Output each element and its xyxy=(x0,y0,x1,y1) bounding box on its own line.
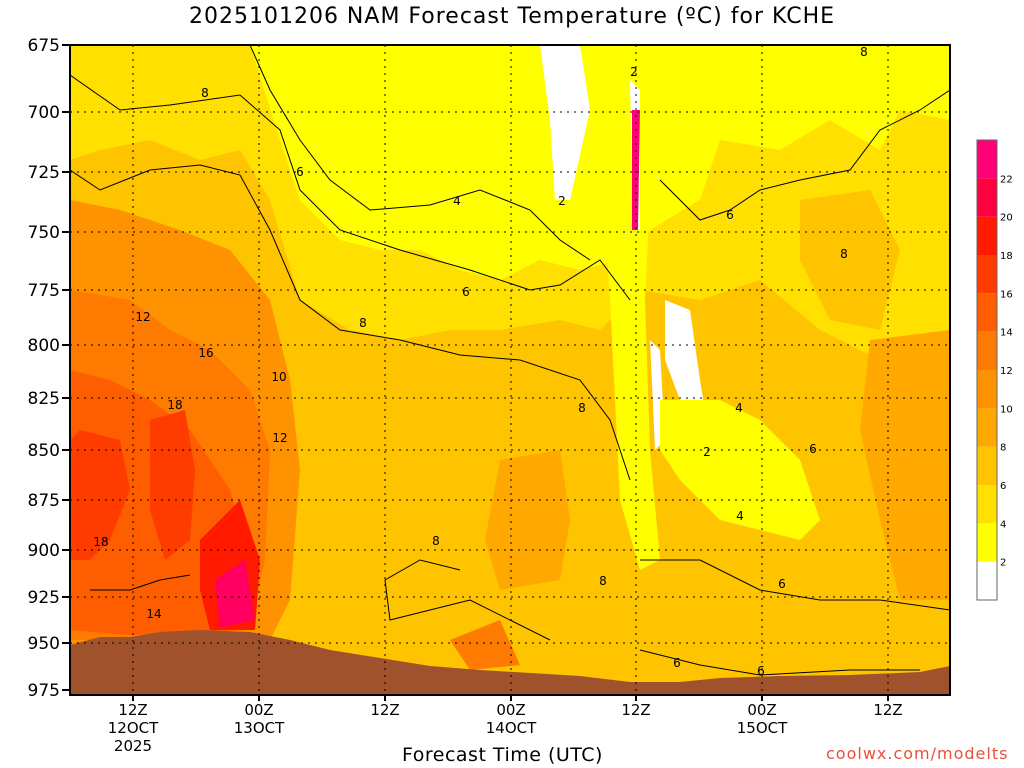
x-tick-label: 00Z xyxy=(747,701,776,719)
colorbar: 2 4 6 8 10 12 14 16 18 20 22 xyxy=(976,139,1013,601)
y-tick-label: 900 xyxy=(28,541,60,561)
y-tick-label: 850 xyxy=(28,441,60,461)
contour-label: 6 xyxy=(809,442,817,456)
colorbar-swatch xyxy=(977,523,997,562)
colorbar-swatch xyxy=(977,561,997,600)
y-tick-label: 750 xyxy=(28,223,60,243)
contour-label: 10 xyxy=(271,370,286,384)
colorbar-label: 8 xyxy=(1000,443,1006,454)
contour-label: 4 xyxy=(735,401,743,415)
y-tick-label: 800 xyxy=(28,336,60,356)
contour-label: 4 xyxy=(453,194,461,208)
colorbar-swatch xyxy=(977,485,997,524)
x-tick-label: 12Z xyxy=(873,701,902,719)
colorbar-swatch xyxy=(977,370,997,409)
warm-pocket-b xyxy=(450,620,520,670)
contour-label: 8 xyxy=(432,534,440,548)
contour-label: 2 xyxy=(703,445,711,459)
colorbar-label: 4 xyxy=(1000,519,1006,530)
colorbar-label: 20 xyxy=(1000,213,1013,224)
x-tick-label: 12Z xyxy=(621,701,650,719)
colorbar-label: 2 xyxy=(1000,558,1006,569)
cold-column-white xyxy=(540,45,590,200)
contour-label: 8 xyxy=(578,401,586,415)
contour-label: 6 xyxy=(757,664,765,678)
colorbar-label: 22 xyxy=(1000,174,1013,185)
x-tick-label: 12OCT xyxy=(108,719,159,737)
contour-label: 6 xyxy=(726,208,734,222)
y-tick-label: 925 xyxy=(28,588,60,608)
colorbar-label: 16 xyxy=(1000,289,1013,300)
colorbar-label: 18 xyxy=(1000,251,1013,262)
contour-label: 6 xyxy=(778,577,786,591)
warm-pocket-a xyxy=(485,450,570,590)
contour-label: 8 xyxy=(359,316,367,330)
colorbar-swatch xyxy=(977,331,997,370)
contour-lines xyxy=(70,45,950,676)
y-tick-label: 875 xyxy=(28,491,60,511)
contour-label: 16 xyxy=(198,346,213,360)
contour-label: 14 xyxy=(146,607,161,621)
contour-label: 6 xyxy=(673,656,681,670)
region-20-plus xyxy=(215,560,255,628)
colorbar-swatch xyxy=(977,255,997,294)
y-tick-label: 975 xyxy=(28,681,60,701)
contour-label: 2 xyxy=(558,194,566,208)
contour-label: 12 xyxy=(272,431,287,445)
right-mid-8-10 xyxy=(800,190,900,330)
contour-label: 12 xyxy=(135,310,150,324)
contour-label: 18 xyxy=(93,535,108,549)
contour-label: 18 xyxy=(167,398,182,412)
x-tick-label: 00Z xyxy=(496,701,525,719)
y-tick-label: 950 xyxy=(28,634,60,654)
contour-label: 6 xyxy=(296,165,304,179)
x-tick-label: 14OCT xyxy=(486,719,537,737)
colorbar-swatch xyxy=(977,446,997,485)
contour-label: 4 xyxy=(736,509,744,523)
x-tick-label: 13OCT xyxy=(234,719,285,737)
contour-label: 2 xyxy=(630,65,638,79)
contour-label: 8 xyxy=(201,86,209,100)
x-tick-label: 15OCT xyxy=(737,719,788,737)
y-tick-label: 675 xyxy=(28,36,60,56)
contour-label: 8 xyxy=(840,247,848,261)
x-tick-label: 2025 xyxy=(114,737,152,755)
right-cool xyxy=(660,400,820,540)
contour-label: 8 xyxy=(860,45,868,59)
colorbar-label: 14 xyxy=(1000,328,1013,339)
colorbar-frame xyxy=(976,139,998,601)
x-tick-label: 12Z xyxy=(118,701,147,719)
contour-label: 6 xyxy=(462,285,470,299)
colorbar-swatch xyxy=(977,293,997,332)
colorbar-label: 10 xyxy=(1000,404,1013,415)
credit-text: coolwx.com/modelts xyxy=(826,744,1009,763)
x-tick-label: 00Z xyxy=(244,701,273,719)
magenta-spike xyxy=(632,110,640,230)
temperature-field xyxy=(70,45,950,695)
terrain xyxy=(70,630,950,695)
colorbar-swatch xyxy=(977,140,997,179)
x-axis-title: Forecast Time (UTC) xyxy=(402,744,603,766)
contour-labels: 8 6 4 2 2 6 8 6 12 8 16 10 8 18 12 4 6 2 8 8 4 18 8 6 14 6 6 xyxy=(93,45,867,678)
y-tick-label: 725 xyxy=(28,163,60,183)
x-tick-label: 12Z xyxy=(370,701,399,719)
contour-label: 8 xyxy=(599,574,607,588)
region-4-6 xyxy=(250,45,950,280)
colorbar-swatch xyxy=(977,408,997,447)
cold-column xyxy=(600,45,660,570)
chart-title: 2025101206 NAM Forecast Temperature (ºC)… xyxy=(188,4,836,29)
colorbar-label: 12 xyxy=(1000,366,1013,377)
colorbar-label: 6 xyxy=(1000,481,1006,492)
region-16-18 xyxy=(70,410,195,560)
colorbar-swatch xyxy=(977,178,997,217)
y-tick-label: 825 xyxy=(28,389,60,409)
colorbar-swatch xyxy=(977,216,997,255)
y-tick-label: 775 xyxy=(28,281,60,301)
y-tick-label: 700 xyxy=(28,103,60,123)
y-axis: 675 700 725 750 775 800 825 850 875 900 925 950 975 xyxy=(28,36,70,701)
